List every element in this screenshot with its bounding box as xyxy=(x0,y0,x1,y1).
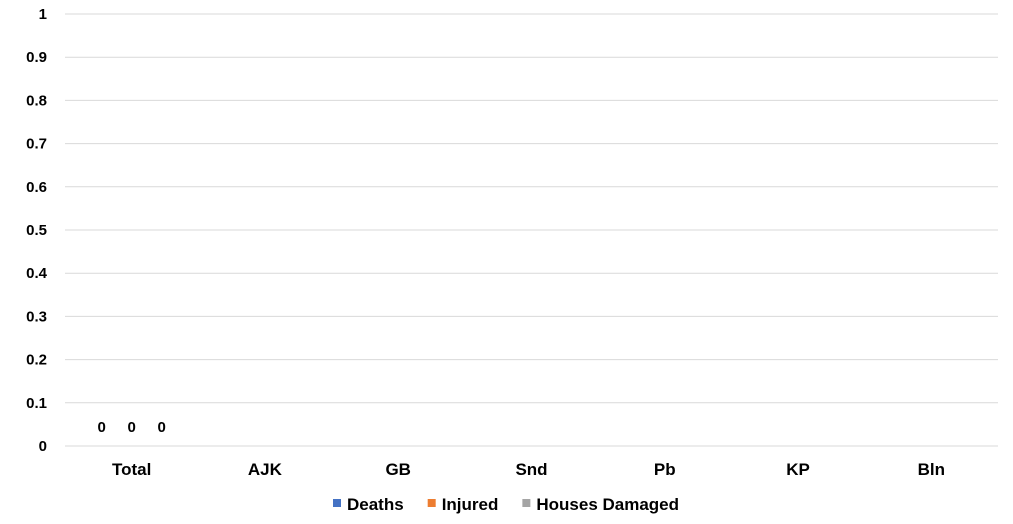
legend-swatch xyxy=(522,499,531,507)
category-label: Snd xyxy=(515,460,547,479)
legend-label: Injured xyxy=(442,495,499,514)
data-label: 0 xyxy=(157,419,165,436)
legend-label: Houses Damaged xyxy=(536,495,679,514)
legend: Deaths Injured Houses Damaged xyxy=(333,495,679,514)
y-tick-label: 0.7 xyxy=(26,136,47,153)
y-tick-label: 0.9 xyxy=(26,49,47,66)
category-label: Total xyxy=(112,460,151,479)
y-tick-label: 0.8 xyxy=(26,92,47,109)
y-tick-label: 0.3 xyxy=(26,308,47,325)
category-label: GB xyxy=(385,460,411,479)
data-label: 0 xyxy=(97,419,105,436)
data-label: 0 xyxy=(127,419,135,436)
legend-label: Deaths xyxy=(347,495,404,514)
category-label: Pb xyxy=(654,460,676,479)
category-label: AJK xyxy=(248,460,283,479)
y-tick-label: 0.4 xyxy=(26,265,48,282)
x-axis-category-labels: Total AJK GB Snd Pb KP Bln xyxy=(112,460,945,479)
y-tick-label: 0.2 xyxy=(26,352,47,369)
category-label: KP xyxy=(786,460,810,479)
y-tick-label: 0.1 xyxy=(26,395,47,412)
gridlines xyxy=(65,13,998,447)
y-tick-label: 0.6 xyxy=(26,179,47,196)
legend-swatch xyxy=(427,499,436,507)
y-tick-label: 0 xyxy=(39,438,47,455)
category-label: Bln xyxy=(918,460,945,479)
y-axis-tick-labels: 0 0.1 0.2 0.3 0.4 0.5 0.6 0.7 0.8 0.9 1 xyxy=(26,6,48,455)
y-tick-label: 0.5 xyxy=(26,222,47,239)
legend-swatch xyxy=(333,499,341,507)
data-labels: 0 0 0 xyxy=(97,419,165,436)
y-tick-label: 1 xyxy=(39,6,47,23)
